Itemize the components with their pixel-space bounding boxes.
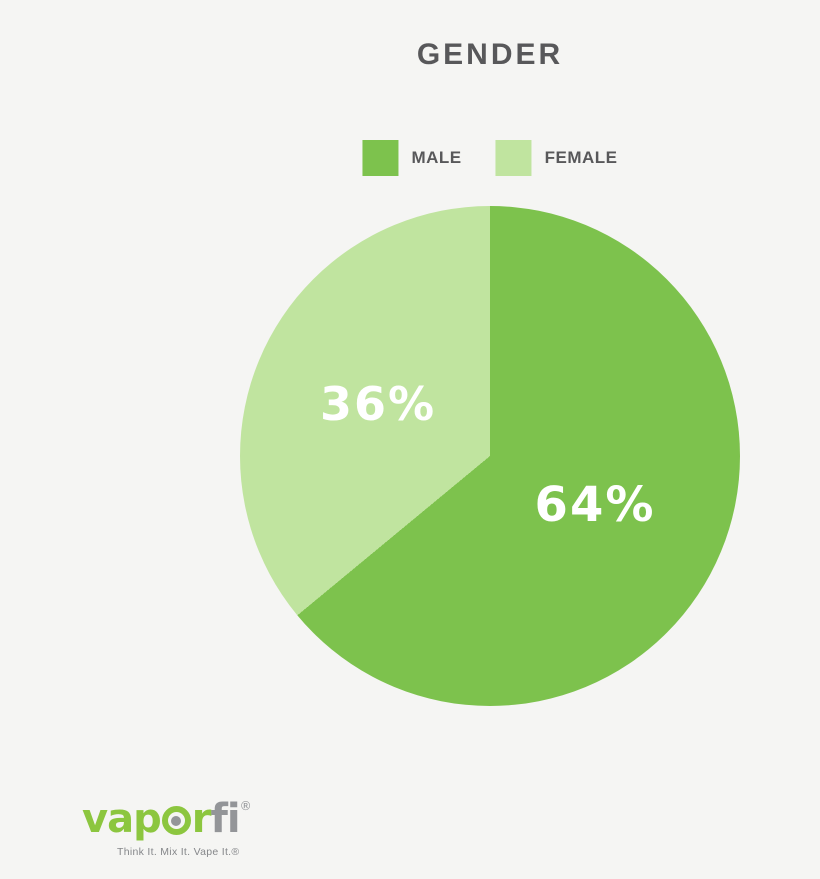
logo-tagline: Think It. Mix It. Vape It.®	[117, 846, 240, 858]
pie-chart: 36% 64%	[240, 206, 740, 706]
logo-text-r: r	[191, 796, 212, 842]
logo-o-dot	[171, 815, 182, 826]
logo-o-icon	[161, 806, 191, 835]
legend: MALE FEMALE	[362, 140, 617, 176]
legend-label-male: MALE	[411, 148, 462, 167]
registered-mark-icon: ®	[239, 799, 252, 813]
legend-item-female: FEMALE	[495, 140, 618, 176]
pie-label-female: 36%	[319, 377, 437, 431]
legend-swatch-male	[362, 140, 399, 176]
chart-title: GENDER	[416, 38, 564, 71]
legend-item-male: MALE	[362, 140, 461, 176]
vaporfi-wordmark: vap rfi®	[82, 782, 252, 843]
legend-label-female: FEMALE	[544, 148, 618, 167]
pie-label-male: 64%	[534, 477, 656, 533]
legend-swatch-female	[495, 140, 532, 176]
vaporfi-logo: vap rfi® Think It. Mix It. Vape It.®	[82, 782, 252, 858]
logo-text-vap: vap	[82, 796, 162, 842]
logo-text-fi: fi	[210, 796, 240, 842]
